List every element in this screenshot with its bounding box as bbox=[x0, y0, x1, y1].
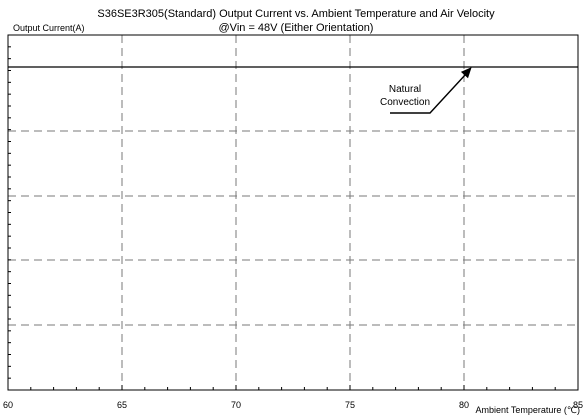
annotation-label-line: Natural bbox=[389, 84, 421, 95]
y-axis-label: Output Current(A) bbox=[13, 23, 85, 33]
plot-frame bbox=[7, 34, 579, 391]
x-tick-label: 75 bbox=[345, 400, 355, 410]
annotation-arrowhead bbox=[460, 67, 472, 79]
chart-subtitle: @Vin = 48V (Either Orientation) bbox=[219, 22, 374, 34]
annotation-leader-line bbox=[390, 71, 469, 114]
x-tick-labels: 60 65 70 75 80 85 bbox=[3, 400, 583, 410]
x-tick-label: 70 bbox=[231, 400, 241, 410]
x-axis-label: Ambient Temperature (℃) bbox=[476, 405, 580, 415]
chart-title: S36SE3R305(Standard) Output Current vs. … bbox=[97, 8, 495, 20]
grid-layer bbox=[8, 35, 578, 390]
annotation-layer: Natural Convection bbox=[380, 67, 472, 114]
x-tick-label: 85 bbox=[573, 400, 583, 410]
x-tick-label: 80 bbox=[459, 400, 469, 410]
x-tick-label: 65 bbox=[117, 400, 127, 410]
annotation-label-line: Convection bbox=[380, 97, 430, 108]
x-tick-label: 60 bbox=[3, 400, 13, 410]
tick-layer bbox=[7, 34, 579, 391]
